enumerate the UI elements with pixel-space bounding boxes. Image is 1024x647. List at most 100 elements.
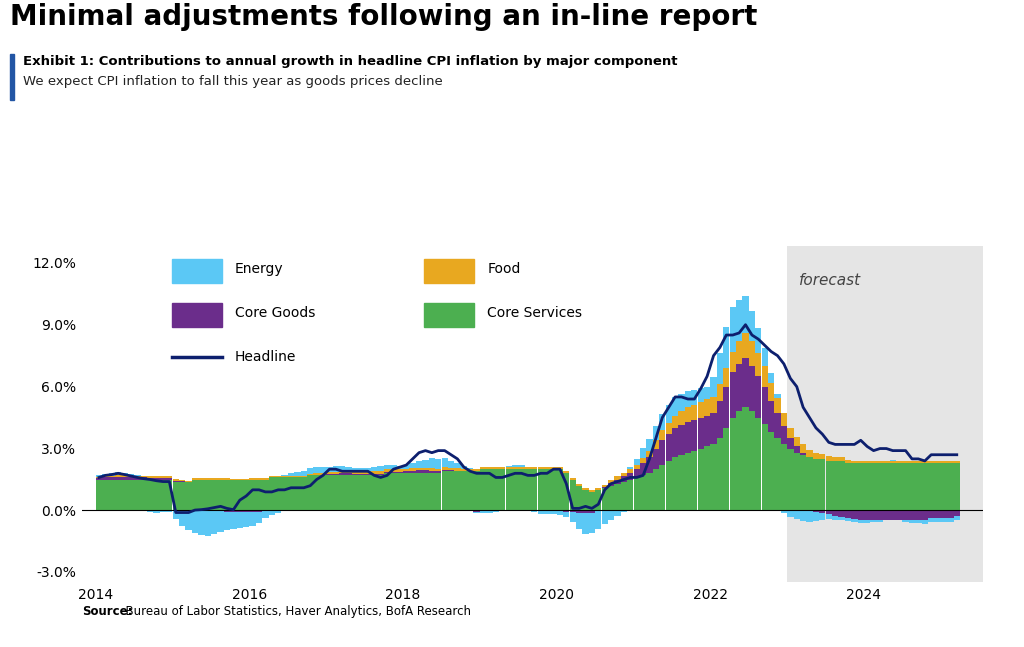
Bar xyxy=(614,510,621,516)
Bar xyxy=(730,307,736,351)
Bar xyxy=(614,479,621,484)
Bar xyxy=(128,477,134,479)
Bar xyxy=(640,463,646,476)
Bar xyxy=(787,510,794,517)
Bar xyxy=(327,472,333,474)
Bar xyxy=(909,510,915,520)
Text: Core Goods: Core Goods xyxy=(236,306,315,320)
Bar xyxy=(378,466,384,471)
Bar xyxy=(819,510,825,513)
Bar xyxy=(403,469,410,471)
Bar xyxy=(589,512,595,533)
Bar xyxy=(447,470,455,471)
Bar xyxy=(243,479,249,510)
Bar xyxy=(333,466,339,472)
Bar xyxy=(691,390,697,405)
Bar xyxy=(396,469,403,472)
Bar xyxy=(589,492,595,510)
Bar xyxy=(275,511,282,512)
Bar xyxy=(538,511,544,514)
Bar xyxy=(294,510,301,511)
Bar xyxy=(461,466,467,469)
Bar xyxy=(691,450,697,510)
Bar xyxy=(224,479,230,510)
Bar xyxy=(147,479,154,510)
Bar xyxy=(199,479,205,510)
Bar xyxy=(96,480,102,510)
Bar xyxy=(275,476,282,477)
Bar xyxy=(563,512,569,518)
Text: We expect CPI inflation to fall this year as goods prices decline: We expect CPI inflation to fall this yea… xyxy=(23,75,442,88)
Bar xyxy=(935,518,941,522)
Bar xyxy=(102,476,109,477)
Bar xyxy=(928,461,934,463)
Bar xyxy=(583,490,589,510)
Bar xyxy=(575,486,583,510)
Bar xyxy=(467,471,473,510)
Bar xyxy=(935,510,941,518)
Bar xyxy=(595,490,601,510)
Bar xyxy=(352,472,358,474)
Bar xyxy=(128,479,134,510)
Bar xyxy=(947,463,953,510)
Bar xyxy=(717,438,723,510)
Bar xyxy=(780,413,787,426)
Bar xyxy=(768,432,774,510)
Bar xyxy=(486,511,493,512)
Bar xyxy=(288,476,294,477)
Bar xyxy=(935,463,941,510)
Bar xyxy=(864,461,870,463)
Bar xyxy=(627,466,634,469)
Bar xyxy=(890,463,896,510)
Bar xyxy=(627,469,634,474)
Bar xyxy=(518,469,524,510)
Bar xyxy=(307,474,313,476)
Text: Energy: Energy xyxy=(236,263,284,276)
Bar xyxy=(589,490,595,492)
Bar xyxy=(403,471,410,474)
Bar xyxy=(659,430,666,441)
Bar xyxy=(531,467,538,469)
Bar xyxy=(685,422,691,453)
Bar xyxy=(256,510,262,512)
Bar xyxy=(185,510,191,530)
Bar xyxy=(319,467,326,474)
Bar xyxy=(762,387,768,424)
Bar xyxy=(390,474,396,510)
Bar xyxy=(550,467,557,469)
Bar xyxy=(646,457,652,474)
Bar xyxy=(327,476,333,510)
Bar xyxy=(544,467,550,469)
Bar xyxy=(851,461,857,463)
Bar xyxy=(711,377,717,397)
Bar xyxy=(512,510,518,511)
Bar xyxy=(166,476,172,478)
Bar xyxy=(358,476,365,510)
Bar xyxy=(595,510,601,511)
Bar xyxy=(666,404,672,422)
Bar xyxy=(96,475,102,477)
Bar xyxy=(217,511,223,532)
Bar xyxy=(742,296,749,333)
Bar xyxy=(563,510,569,512)
Bar xyxy=(512,467,518,469)
Bar xyxy=(941,510,947,518)
Bar xyxy=(794,453,800,510)
Bar xyxy=(608,510,614,520)
Bar xyxy=(486,469,493,510)
Bar xyxy=(697,448,703,510)
Bar xyxy=(378,471,384,474)
Bar xyxy=(941,461,947,463)
Bar xyxy=(678,395,685,411)
Bar xyxy=(742,358,749,407)
Bar xyxy=(378,474,384,476)
Bar xyxy=(800,455,806,510)
Bar xyxy=(890,510,896,520)
Bar xyxy=(211,511,217,534)
Bar xyxy=(672,457,678,510)
Bar xyxy=(575,510,583,512)
Bar xyxy=(813,459,819,510)
Bar xyxy=(410,468,416,471)
Bar xyxy=(250,512,256,525)
Bar xyxy=(480,467,486,469)
